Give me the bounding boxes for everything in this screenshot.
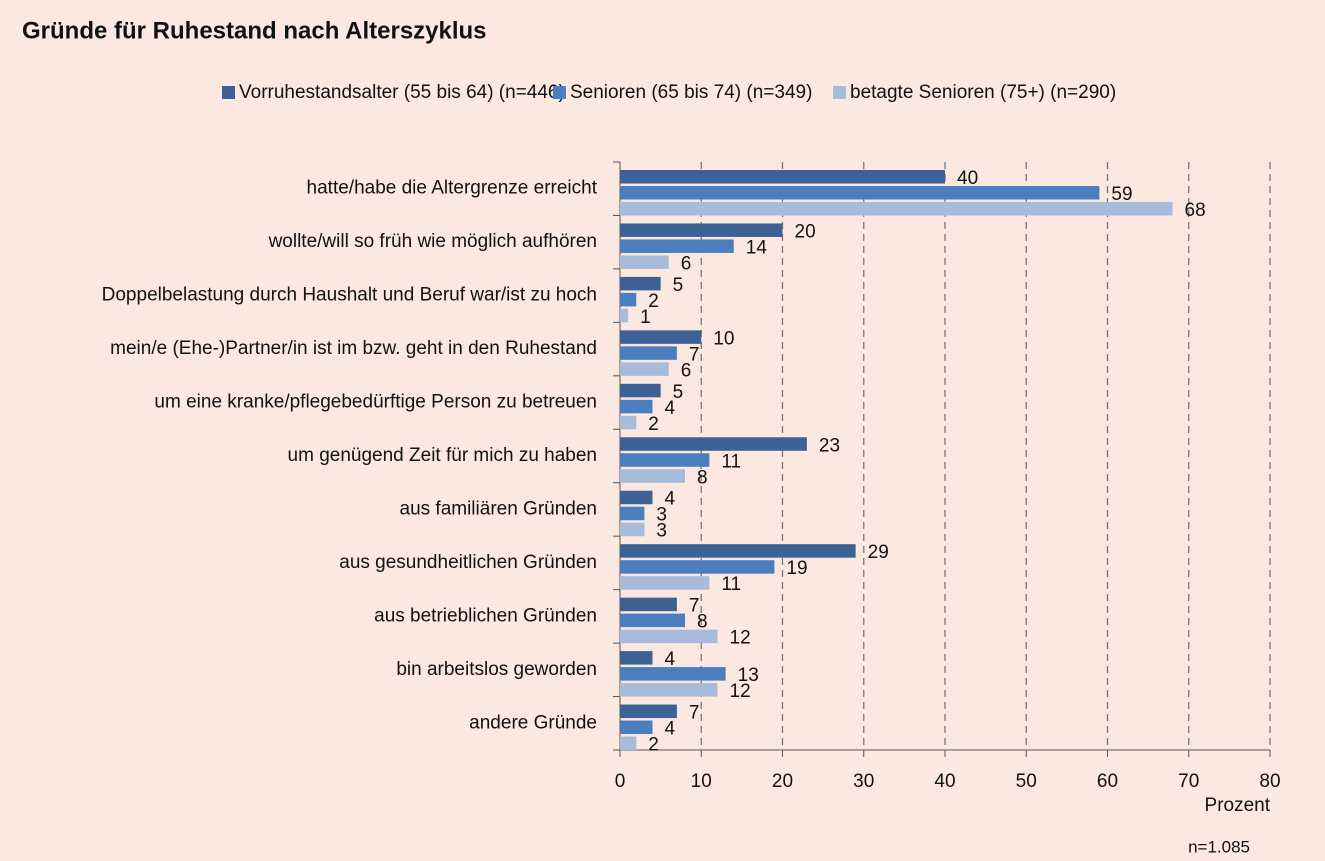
bar [620, 415, 637, 430]
bar [620, 469, 685, 483]
bar [620, 186, 1100, 200]
bar [620, 330, 702, 344]
x-tick-label: 0 [615, 771, 626, 792]
value-label: 5 [673, 382, 684, 403]
x-tick-label: 60 [1097, 771, 1118, 792]
y-tick-label: um genügend Zeit für mich zu haben [288, 445, 597, 466]
x-tick-label: 80 [1259, 771, 1280, 792]
y-tick-label: hatte/habe die Altergrenze erreicht [307, 178, 598, 199]
bar [620, 223, 783, 237]
value-label: 20 [795, 221, 816, 242]
value-label: 8 [697, 467, 708, 488]
bar [620, 704, 677, 719]
value-label: 6 [681, 253, 692, 274]
value-label: 19 [786, 558, 807, 579]
bar [620, 399, 653, 414]
y-tick-label: andere Gründe [469, 712, 597, 733]
bar [620, 613, 685, 628]
bar [620, 383, 661, 398]
bar [620, 453, 710, 467]
value-label: 10 [713, 328, 734, 349]
bar [620, 683, 718, 697]
value-label: 11 [721, 451, 741, 472]
bar [620, 308, 629, 323]
chart-title: Gründe für Ruhestand nach Alterszyklus [22, 17, 487, 44]
y-tick-label: um eine kranke/pflegebedürftige Person z… [154, 392, 597, 413]
x-tick-label: 30 [853, 771, 874, 792]
bar [620, 255, 669, 269]
value-label: 11 [721, 574, 741, 595]
bar [620, 560, 775, 574]
value-label: 7 [689, 703, 700, 724]
x-tick-label: 20 [772, 771, 793, 792]
bar [620, 292, 637, 307]
bar [620, 202, 1173, 216]
legend-label: betagte Senioren (75+) (n=290) [850, 82, 1116, 103]
value-label: 12 [730, 681, 751, 702]
value-label: 40 [957, 168, 978, 189]
y-tick-label: wollte/will so früh wie möglich aufhören [268, 231, 597, 252]
value-label: 6 [681, 360, 692, 381]
value-label: 4 [665, 489, 676, 510]
value-label: 14 [746, 237, 768, 258]
bar [620, 667, 726, 681]
value-label: 68 [1185, 200, 1206, 221]
value-label: 3 [656, 521, 667, 542]
x-tick-label: 70 [1178, 771, 1199, 792]
bar [620, 576, 710, 590]
legend-label: Vorruhestandsalter (55 bis 64) (n=446) [239, 82, 565, 103]
value-label: 4 [665, 719, 676, 740]
bar [620, 736, 637, 751]
bar [620, 522, 645, 537]
value-label: 13 [738, 665, 759, 686]
bar [620, 239, 734, 253]
bar [620, 362, 669, 376]
value-label: 12 [730, 628, 751, 649]
y-tick-label: bin arbeitslos geworden [396, 659, 597, 680]
value-label: 1 [640, 307, 651, 328]
bar [620, 437, 807, 451]
bar [620, 651, 653, 665]
note: n=1.085 [1188, 837, 1250, 856]
x-axis-label: Prozent [1205, 795, 1271, 816]
y-tick-label: aus gesundheitlichen Gründen [339, 552, 597, 573]
bar [620, 170, 945, 184]
y-tick-label: Doppelbelastung durch Haushalt und Beruf… [102, 285, 597, 306]
value-label: 3 [656, 505, 667, 526]
value-label: 59 [1111, 184, 1132, 205]
bar [620, 346, 677, 360]
legend-swatch [222, 86, 235, 99]
legend-label: Senioren (65 bis 74) (n=349) [570, 82, 812, 103]
value-label: 23 [819, 435, 840, 456]
value-label: 5 [673, 275, 684, 296]
legend-swatch [833, 86, 846, 99]
value-label: 8 [697, 612, 708, 633]
bar [620, 597, 677, 612]
bar [620, 544, 856, 558]
bar [620, 629, 718, 644]
bar [620, 720, 653, 735]
bar [620, 276, 661, 291]
x-tick-label: 10 [691, 771, 712, 792]
value-label: 2 [648, 735, 659, 756]
x-tick-label: 50 [1016, 771, 1037, 792]
value-label: 7 [689, 596, 700, 617]
value-label: 29 [868, 542, 889, 563]
value-label: 2 [648, 291, 659, 312]
y-tick-label: aus betrieblichen Gründen [374, 605, 597, 626]
y-tick-label: mein/e (Ehe-)Partner/in ist im bzw. geht… [110, 338, 597, 359]
x-tick-label: 40 [934, 771, 955, 792]
y-tick-label: aus familiären Gründen [400, 498, 598, 519]
legend-swatch [553, 86, 566, 99]
bar [620, 506, 645, 521]
value-label: 7 [689, 344, 700, 365]
value-label: 2 [648, 414, 659, 435]
value-label: 4 [665, 398, 676, 419]
value-label: 4 [665, 649, 676, 670]
bar [620, 490, 653, 505]
